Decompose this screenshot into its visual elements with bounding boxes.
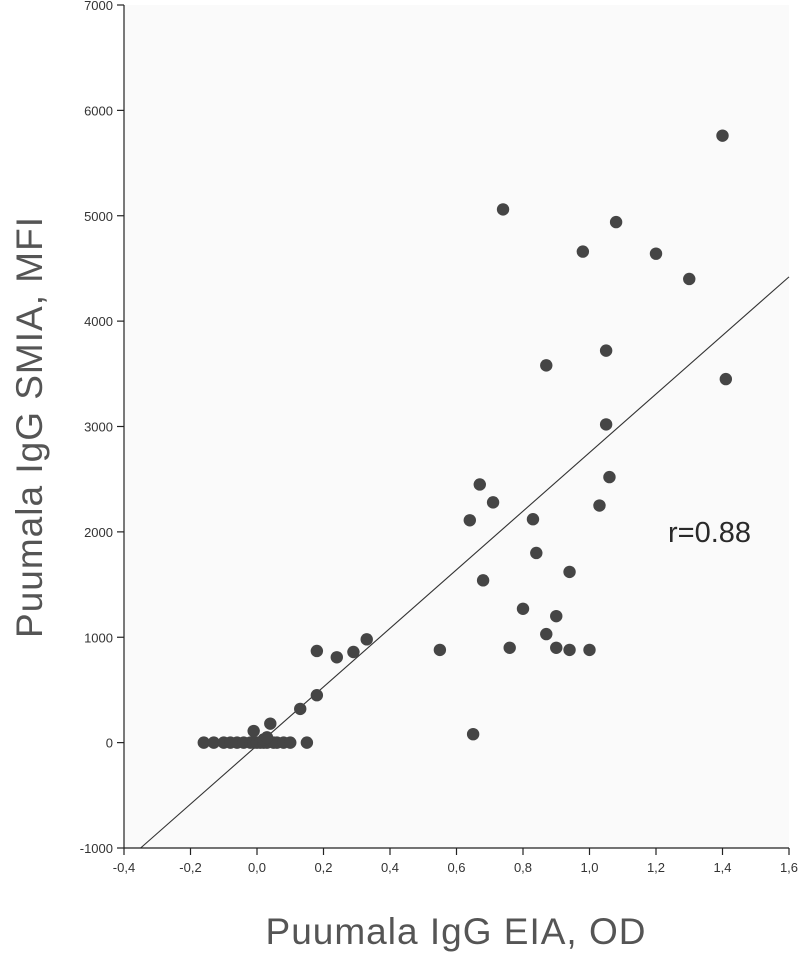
- data-point: [540, 359, 553, 372]
- data-point: [466, 727, 480, 741]
- data-point: [284, 736, 297, 749]
- correlation-annotation: r=0.88: [668, 517, 751, 549]
- x-axis-title: Puumala IgG EIA, OD: [266, 911, 647, 952]
- x-tick-label: 0,2: [314, 860, 332, 875]
- data-point: [347, 645, 360, 659]
- data-point: [603, 470, 616, 484]
- x-tick-label: 1,0: [580, 860, 598, 875]
- data-point: [310, 644, 324, 658]
- data-point: [516, 602, 530, 615]
- data-point: [300, 736, 314, 749]
- data-point: [550, 641, 563, 654]
- data-point: [563, 643, 576, 657]
- data-point: [649, 247, 663, 260]
- data-points: [197, 129, 733, 749]
- y-tick-label: 3000: [84, 420, 113, 435]
- y-axis-title: Puumala IgG SMIA, MFI: [9, 216, 50, 638]
- y-tick-label: 4000: [84, 314, 113, 329]
- data-point: [473, 478, 486, 491]
- y-tick-label: -1000: [80, 841, 113, 856]
- data-point: [599, 418, 613, 431]
- data-point: [433, 643, 447, 657]
- data-point: [540, 627, 553, 641]
- y-tick-label: 6000: [84, 103, 113, 118]
- data-point: [310, 689, 324, 702]
- x-axis-ticks: -0,4 -0,2 0,0 0,2 0,4 0,6 0,8 1,0 1,2 1,4 1,6: [113, 848, 798, 875]
- data-point: [599, 344, 613, 357]
- x-tick-label: 0,0: [248, 860, 266, 875]
- y-tick-label: 5000: [84, 209, 113, 224]
- data-point: [526, 513, 540, 526]
- regression-line: [140, 276, 790, 849]
- data-point: [550, 609, 563, 623]
- data-point: [486, 496, 500, 509]
- y-axis-ticks: -1000 0 1000 2000 3000 4000 5000 6000 7000: [80, 0, 124, 856]
- data-point: [716, 129, 729, 142]
- data-point: [247, 724, 260, 738]
- data-point: [503, 641, 516, 654]
- x-tick-label: 0,8: [514, 860, 532, 875]
- y-tick-label: 7000: [84, 0, 113, 13]
- data-point: [593, 499, 606, 512]
- data-point: [683, 272, 696, 286]
- x-tick-label: 1,2: [647, 860, 665, 875]
- data-point: [360, 633, 373, 646]
- data-point: [294, 702, 307, 716]
- data-point: [207, 736, 220, 749]
- data-point: [264, 717, 277, 730]
- data-point: [576, 245, 590, 258]
- x-tick-label: 1,4: [713, 860, 731, 875]
- data-point: [463, 514, 476, 527]
- data-point: [260, 731, 274, 744]
- data-point: [583, 643, 596, 657]
- x-tick-label: 0,6: [447, 860, 465, 875]
- data-point: [476, 574, 490, 587]
- data-point: [719, 372, 733, 386]
- data-point: [530, 546, 543, 560]
- x-tick-label: -0,2: [179, 860, 201, 875]
- y-tick-label: 1000: [84, 630, 113, 645]
- plot-area: [124, 5, 789, 848]
- x-tick-label: 0,4: [381, 860, 399, 875]
- data-point: [197, 736, 210, 749]
- data-point: [496, 203, 510, 216]
- data-point: [330, 651, 343, 664]
- data-point: [609, 215, 623, 229]
- x-tick-label: -0,4: [113, 860, 135, 875]
- y-tick-label: 2000: [84, 525, 113, 540]
- x-tick-label: 1,6: [780, 860, 798, 875]
- data-point: [563, 565, 576, 579]
- y-tick-label: 0: [106, 736, 113, 751]
